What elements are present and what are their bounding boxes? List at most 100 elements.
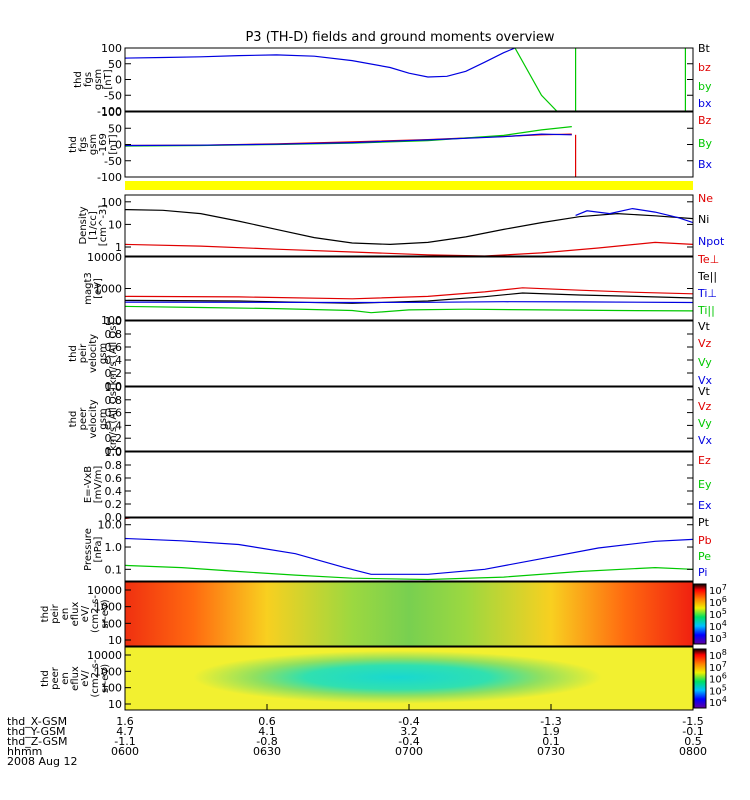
series-line-3: [125, 305, 693, 314]
legend-Bt: Bt: [698, 42, 711, 55]
y-axis-label: [eV]: [93, 278, 104, 299]
legend-Ez: Ez: [698, 454, 711, 467]
y-tick-label: 1.0: [105, 446, 123, 459]
y-tick-label: 1.0: [105, 381, 123, 394]
legend-Ey: Ey: [698, 478, 712, 491]
y-axis-label: gsm: [93, 69, 104, 90]
y-tick-label: 0.8: [105, 328, 123, 341]
y-axis-label: km/s (All Qs): [108, 322, 119, 386]
y-tick-label: -50: [104, 155, 122, 168]
y-tick-label: 0.2: [105, 432, 123, 445]
y-axis-label: [cm^-3]: [98, 205, 109, 246]
y-axis-label: E=-VxB: [83, 466, 94, 503]
series-line-3: [125, 564, 693, 581]
y-tick-label: 1: [115, 241, 122, 254]
legend-Vz: Vz: [698, 400, 712, 413]
y-tick-label: 100: [101, 42, 122, 55]
y-tick-label: 1000: [94, 665, 122, 678]
legend-Ti⊥: Ti⊥: [697, 287, 717, 300]
y-axis-label: fgs: [83, 72, 94, 87]
y-tick-label: 100: [101, 617, 122, 630]
y-tick-label: 100: [101, 196, 122, 209]
y-axis-label: eV/: [80, 605, 91, 622]
ephemeris-label: thd_X-GSM: [7, 715, 67, 728]
series-line-0: [125, 209, 693, 246]
y-tick-label: 10: [108, 634, 122, 647]
spectrogram-peir: [125, 582, 693, 646]
legend-Te⊥: Te⊥: [697, 253, 719, 266]
y-axis-label: fgs: [78, 137, 89, 152]
y-axis-label: thd: [40, 670, 51, 687]
legend-Npot: Npot: [698, 235, 725, 248]
legend-Ex: Ex: [698, 499, 712, 512]
y-axis-label: (cm2-s-: [90, 659, 101, 697]
ephemeris-value: 0700: [395, 745, 423, 758]
y-tick-label: 100: [101, 682, 122, 695]
colorbar-label: 104: [709, 619, 727, 633]
panel-fgs: 100 50 0 -50 -100 Bt bz by bx thd fgs gsm [nT]: [73, 42, 712, 118]
legend-Ni: Ni: [698, 213, 709, 226]
y-axis-label: sr-eV): [100, 664, 111, 693]
y-axis-label: eflux: [70, 602, 81, 627]
legend-by: by: [698, 80, 712, 93]
y-axis-label: gsm: [98, 343, 109, 364]
y-axis-label: en: [60, 672, 71, 685]
ephemeris-label: thd_Y-GSM: [7, 725, 66, 738]
ephemeris-value: 1.9: [542, 725, 560, 738]
y-axis-label: thd: [68, 136, 79, 153]
y-axis-label: thd: [68, 345, 79, 362]
date-label: 2008 Aug 12: [7, 755, 77, 768]
y-tick-label: 1000: [94, 283, 122, 296]
y-tick-label: 10: [108, 218, 122, 231]
y-tick-label: -100: [97, 105, 122, 118]
ephemeris-table: thd_X-GSM 1.6 0.6 -0.4 -1.3 -1.5 thd_Y-GSM 4.7 4…: [7, 715, 707, 768]
y-tick-label: 10: [108, 698, 122, 711]
panel-density: 100 10 1 Ne Ni Npot Density [1/cc] [cm^-3]: [78, 192, 725, 257]
y-axis-label: gsm: [98, 408, 109, 429]
legend-Pb: Pb: [698, 534, 712, 547]
series-line-0: [125, 287, 693, 300]
colorbar: [693, 648, 707, 709]
colorbar-label: 108: [709, 648, 727, 662]
ephemeris-value: 0730: [537, 745, 565, 758]
y-axis-label: peir: [78, 343, 89, 363]
ephemeris-value: 0.5: [684, 735, 702, 748]
ephemeris-label: thd_Z-GSM: [7, 735, 67, 748]
colorbar-label: 105: [709, 607, 727, 621]
y-axis-label: peer: [78, 407, 89, 431]
ephemeris-label: hhmm: [7, 745, 42, 758]
ephemeris-value: 3.2: [400, 725, 418, 738]
y-tick-label: 0.4: [105, 419, 123, 432]
ephemeris-value: 0800: [679, 745, 707, 758]
ephemeris-value: -0.1: [682, 725, 703, 738]
legend-By: By: [698, 137, 713, 150]
legend-Pi: Pi: [698, 566, 707, 579]
legend-Pe: Pe: [698, 550, 711, 563]
y-axis-label: velocity: [88, 334, 99, 373]
ephemeris-value: 1.6: [116, 715, 134, 728]
y-tick-label: 0: [115, 74, 122, 87]
y-tick-label: 0.6: [105, 407, 123, 420]
y-tick-label: 10000: [87, 251, 122, 264]
legend-Vx: Vx: [698, 374, 713, 387]
y-axis-label: [mV/m]: [93, 466, 104, 504]
legend-Vy: Vy: [698, 417, 712, 430]
panel-fgs169: 100 50 0 -50 -100 Bz By Bx thd fgs gsm -169 [nT]: [68, 106, 713, 184]
y-axis-label: (cm2-s-: [90, 595, 101, 633]
y-tick-label: 0.2: [105, 498, 123, 511]
series-line-2: [125, 537, 693, 575]
ephemeris-value: 0.6: [258, 715, 276, 728]
series-line-1: [125, 241, 693, 256]
panel-flag: [125, 181, 693, 190]
y-tick-label: 0.6: [105, 472, 123, 485]
y-tick-label: 10000: [87, 649, 122, 662]
y-tick-label: 0.4: [105, 354, 123, 367]
ephemeris-value: -0.4: [398, 735, 419, 748]
y-axis-label: sr-eV): [100, 599, 111, 628]
ephemeris-value: 0.1: [542, 735, 560, 748]
colorbar-label: 106: [709, 595, 727, 609]
y-axis-label: Density: [78, 206, 89, 244]
